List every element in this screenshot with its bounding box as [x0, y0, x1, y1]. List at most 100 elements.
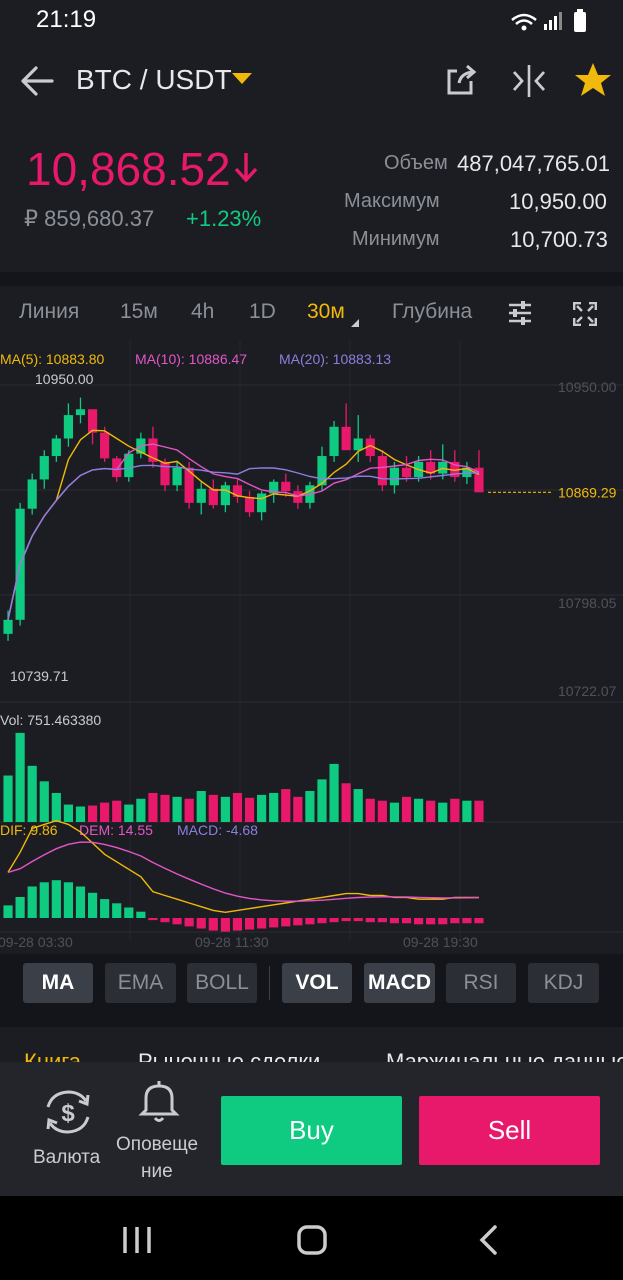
alert-label-line1[interactable]: Оповеще: [116, 1134, 199, 1155]
high-label: Максимум: [344, 190, 440, 212]
candle-body: [184, 467, 194, 503]
volume-bar: [39, 781, 49, 822]
caret-down-icon[interactable]: [231, 72, 253, 86]
macd-histogram-bar: [365, 918, 375, 923]
candle-body: [27, 479, 37, 509]
macd-histogram-bar: [317, 918, 327, 924]
candle-body: [3, 619, 13, 634]
macd-histogram-bar: [462, 918, 472, 924]
volume-bar: [365, 798, 375, 822]
time-tick-label: 09-28 11:30: [195, 934, 269, 950]
candle-body: [196, 488, 206, 503]
low-label: Минимум: [352, 228, 440, 250]
ma20-line: [7, 464, 480, 620]
min-price-marker: 10739.71: [10, 668, 69, 684]
macd-dif-legend: DIF: 9.86: [0, 822, 58, 838]
indicator-macd-button[interactable]: MACD: [364, 963, 435, 1003]
volume-bar: [474, 800, 484, 822]
macd-histogram-bar: [3, 905, 13, 918]
macd-dem-line: [7, 841, 480, 902]
candle-body: [208, 488, 218, 506]
macd-histogram-bar: [305, 918, 315, 925]
macd-histogram-bar: [341, 918, 351, 922]
indicator-boll-button[interactable]: BOLL: [187, 963, 257, 1003]
volume-bar: [426, 800, 436, 822]
back-arrow-icon[interactable]: [18, 64, 58, 98]
volume-bar: [257, 794, 267, 822]
tf-1d[interactable]: 1D: [249, 300, 276, 323]
volume-bar: [413, 798, 424, 822]
indicator-ema-button[interactable]: EMA: [105, 963, 176, 1003]
macd-histogram-bar: [353, 918, 363, 922]
macd-histogram-bar: [87, 892, 98, 918]
tf-4h[interactable]: 4h: [191, 300, 215, 323]
macd-histogram-bar: [39, 882, 49, 918]
macd-histogram-bar: [426, 918, 436, 925]
indicator-rsi-button[interactable]: RSI: [446, 963, 516, 1003]
time-tick-label: 09-28 03:30: [0, 934, 73, 950]
currency-exchange-icon[interactable]: $: [40, 1087, 96, 1137]
macd-histogram-bar: [196, 918, 206, 929]
favorite-star-icon[interactable]: [574, 62, 612, 98]
tf-line[interactable]: Линия: [19, 300, 80, 323]
candle-body: [401, 467, 412, 478]
indicator-kdj-button[interactable]: KDJ: [528, 963, 599, 1003]
candlestick-chart[interactable]: MA(5): 10883.80 MA(10): 10886.47 MA(20): 1…: [0, 340, 623, 952]
volume-bar: [160, 794, 170, 822]
candle-body: [39, 456, 49, 480]
macd-histogram-bar: [148, 918, 158, 921]
tf-30m[interactable]: 30м: [307, 300, 345, 323]
share-icon[interactable]: [445, 63, 479, 97]
nav-back-icon[interactable]: [476, 1224, 500, 1256]
tf-15m[interactable]: 15м: [120, 300, 158, 323]
volume-bar: [438, 802, 448, 822]
volume-bar: [196, 791, 206, 822]
macd-histogram-bar: [377, 918, 387, 923]
recent-apps-icon[interactable]: [120, 1224, 154, 1256]
currency-label[interactable]: Валюта: [33, 1147, 101, 1168]
volume-bar: [51, 792, 61, 822]
macd-histogram-bar: [136, 911, 146, 918]
candle-body: [220, 485, 230, 506]
candle-body: [100, 432, 110, 459]
compare-icon[interactable]: [511, 64, 547, 98]
price-change: +1.23%: [186, 206, 262, 231]
current-price-label: 10869.29: [558, 484, 617, 500]
macd-histogram-bar: [474, 918, 484, 924]
price-tick-label: 10950.00: [558, 379, 617, 395]
bell-icon[interactable]: [138, 1078, 180, 1124]
candle-body: [353, 438, 363, 451]
candle-body: [172, 467, 182, 486]
volume-bar: [341, 783, 351, 822]
buy-button[interactable]: Buy: [221, 1096, 402, 1165]
sell-button[interactable]: Sell: [419, 1096, 600, 1165]
volume-bar: [75, 806, 86, 822]
candle-body: [244, 496, 255, 513]
volume-bar: [281, 789, 291, 822]
volume-bar: [148, 792, 158, 822]
macd-histogram-bar: [75, 886, 86, 918]
macd-histogram-bar: [51, 880, 61, 918]
chart-settings-icon[interactable]: [507, 300, 533, 326]
macd-histogram-bar: [281, 918, 291, 927]
indicator-ma-button[interactable]: MA: [23, 963, 93, 1003]
tf-depth[interactable]: Глубина: [392, 300, 473, 323]
macd-histogram-bar: [63, 882, 74, 918]
macd-histogram-bar: [232, 918, 243, 931]
price-tick-label: 10798.05: [558, 595, 617, 611]
macd-histogram-bar: [208, 918, 218, 931]
pair-title[interactable]: BTC / USDT: [76, 64, 232, 95]
candle-body: [281, 481, 291, 492]
home-icon[interactable]: [296, 1224, 328, 1256]
svg-text:$: $: [61, 1100, 75, 1127]
alert-label-line2[interactable]: ние: [141, 1161, 173, 1182]
candle-body: [148, 438, 158, 462]
indicator-divider: [269, 966, 270, 1000]
candle-body: [232, 485, 243, 497]
indicator-vol-button[interactable]: VOL: [282, 963, 352, 1003]
macd-histogram-bar: [160, 918, 170, 923]
volume-bar: [377, 800, 387, 822]
volume-bar: [462, 800, 472, 822]
macd-histogram-bar: [15, 897, 25, 918]
fullscreen-icon[interactable]: [573, 302, 597, 326]
